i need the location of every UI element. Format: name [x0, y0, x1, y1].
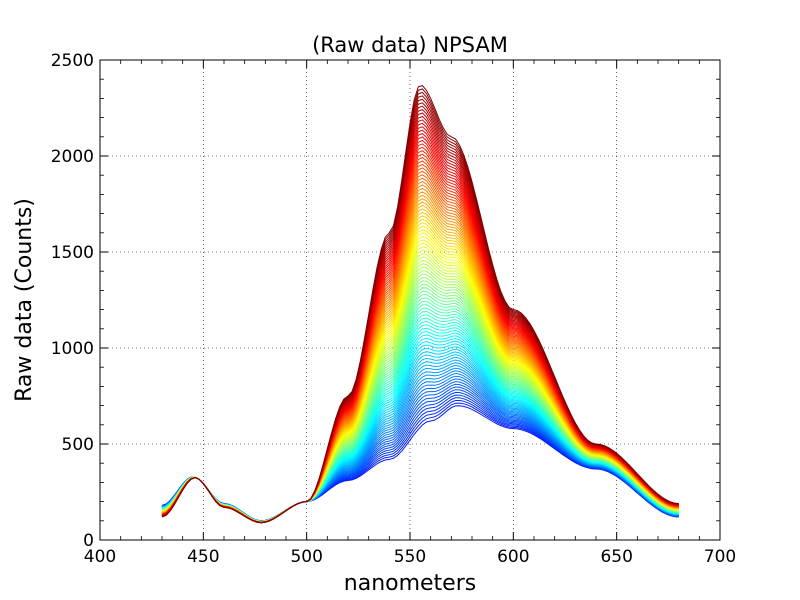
series-line — [161, 85, 679, 524]
x-tick-label: 650 — [600, 547, 632, 567]
x-tick-label: 600 — [497, 547, 529, 567]
y-tick-label: 0 — [83, 531, 94, 551]
y-tick-label: 1500 — [51, 243, 94, 263]
y-tick-label: 500 — [62, 435, 94, 455]
ticks: 400 450 500 550 600 650 700 0 500 1000 1500 2000 250… — [51, 51, 736, 567]
y-tick-label: 2000 — [51, 147, 94, 167]
series-group — [161, 85, 679, 524]
x-axis-label: nanometers — [344, 571, 476, 596]
x-tick-label: 500 — [290, 547, 322, 567]
x-tick-label: 400 — [84, 547, 116, 567]
y-tick-label: 2500 — [51, 51, 94, 71]
chart-title: (Raw data) NPSAM — [312, 33, 508, 57]
y-axis-label: Raw data (Counts) — [12, 198, 37, 402]
x-tick-label: 700 — [704, 547, 736, 567]
x-tick-label: 450 — [187, 547, 219, 567]
x-tick-label: 550 — [394, 547, 426, 567]
y-tick-label: 1000 — [51, 339, 94, 359]
